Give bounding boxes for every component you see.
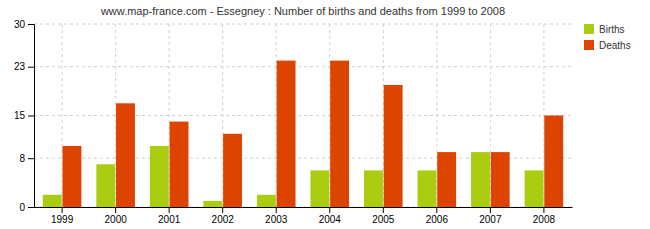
y-tick: 23	[14, 61, 34, 72]
y-axis-line	[28, 25, 35, 208]
x-tick-mark	[222, 207, 223, 213]
chart: www.map-france.com - Essegney : Number o…	[0, 0, 650, 229]
legend-swatch	[584, 24, 594, 34]
x-tick-label: 2005	[372, 214, 395, 225]
bar	[471, 152, 490, 207]
x-tick-mark	[115, 207, 116, 213]
x-tick-mark	[329, 207, 330, 213]
y-tick-mark	[28, 116, 34, 117]
grid-line-x	[329, 24, 330, 207]
x-tick: 2001	[158, 207, 181, 225]
x-tick: 2002	[212, 207, 235, 225]
grid-line-x	[115, 24, 116, 207]
x-tick: 2007	[479, 207, 502, 225]
x-tick-mark	[490, 207, 491, 213]
x-tick-label: 2001	[158, 214, 181, 225]
x-tick: 2000	[105, 207, 128, 225]
bar	[277, 61, 296, 207]
bar	[330, 61, 349, 207]
y-tick-label: 30	[14, 19, 26, 30]
bar	[437, 152, 456, 207]
bar	[364, 170, 383, 207]
bar	[544, 116, 563, 208]
legend-item: Deaths	[584, 40, 631, 51]
bar	[491, 152, 510, 207]
x-tick-label: 2004	[319, 214, 342, 225]
y-tick-label: 8	[19, 153, 25, 164]
y-tick-label: 23	[14, 61, 26, 72]
grid-line-y	[34, 66, 572, 67]
legend-swatch	[584, 40, 594, 50]
grid-line-x	[543, 24, 544, 207]
x-tick-label: 1999	[51, 214, 74, 225]
bar-series	[62, 61, 563, 207]
y-tick: 0	[19, 202, 34, 213]
y-axis: 0 8 15 23 30	[14, 19, 35, 213]
legend: Births Deaths	[584, 24, 631, 51]
grid-line-x	[169, 24, 170, 207]
x-tick: 2003	[265, 207, 288, 225]
x-tick-mark	[383, 207, 384, 213]
legend-item: Births	[584, 24, 625, 35]
grid-line-x	[436, 24, 437, 207]
bar	[525, 170, 544, 207]
grid-line-x	[62, 24, 63, 207]
x-tick-label: 2000	[105, 214, 128, 225]
grid-line-x	[222, 24, 223, 207]
grid-line-x	[276, 24, 277, 207]
grid-line-y	[34, 115, 572, 116]
y-tick-mark	[28, 24, 34, 25]
title: www.map-france.com - Essegney : Number o…	[100, 5, 505, 17]
x-tick-mark	[62, 207, 63, 213]
x-tick-mark	[276, 207, 277, 213]
y-tick: 15	[14, 110, 34, 121]
x-tick-mark	[436, 207, 437, 213]
grid-line-y	[34, 24, 572, 25]
x-tick: 1999	[51, 207, 74, 225]
bar	[62, 146, 81, 207]
y-tick-label: 0	[19, 202, 25, 213]
bar	[384, 85, 403, 207]
y-tick-mark	[28, 207, 34, 208]
grid-line-x	[383, 24, 384, 207]
bar	[418, 170, 437, 207]
x-tick-mark	[169, 207, 170, 213]
y-tick-mark	[28, 158, 34, 159]
bar	[310, 170, 329, 207]
x-tick-label: 2008	[533, 214, 556, 225]
x-axis: 1999 2000 2001 2002 2003 2004 2005 2006 2007 2008	[35, 207, 573, 225]
x-tick: 2005	[372, 207, 395, 225]
x-tick-label: 2003	[265, 214, 288, 225]
x-tick-mark	[543, 207, 544, 213]
bar	[257, 195, 276, 207]
legend-label: Deaths	[599, 40, 631, 51]
x-tick-label: 2006	[426, 214, 449, 225]
bar	[170, 122, 189, 207]
plot: 1999 2000 2001 2002 2003 2004 2005 2006 2007 2008…	[14, 19, 573, 225]
grid	[34, 24, 572, 207]
x-tick-label: 2002	[212, 214, 235, 225]
bar	[150, 146, 169, 207]
x-tick: 2006	[426, 207, 449, 225]
bar	[116, 103, 135, 207]
y-tick: 30	[14, 19, 34, 30]
legend-label: Births	[599, 24, 625, 35]
y-tick-label: 15	[14, 110, 26, 121]
x-tick: 2004	[319, 207, 342, 225]
bar	[96, 164, 115, 207]
bars	[43, 61, 563, 207]
y-tick-mark	[28, 67, 34, 68]
x-tick: 2008	[533, 207, 556, 225]
bar	[223, 134, 242, 207]
grid-line-x	[490, 24, 491, 207]
x-tick-label: 2007	[479, 214, 502, 225]
y-tick: 8	[19, 153, 34, 164]
bar	[203, 201, 222, 207]
bar	[43, 195, 62, 207]
